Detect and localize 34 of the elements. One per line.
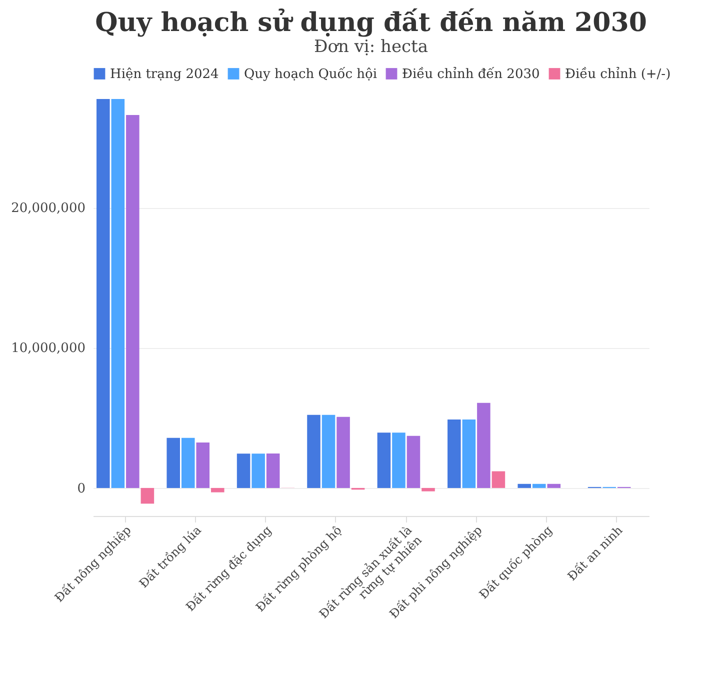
bar: [377, 432, 391, 488]
y-tick-label: 20,000,000: [11, 201, 86, 216]
bar: [266, 453, 280, 488]
bar: [336, 416, 350, 488]
legend-label: Điều chỉnh (+/-): [565, 66, 671, 82]
bar: [166, 438, 180, 488]
y-tick-label: 0: [77, 481, 86, 496]
bar: [406, 436, 420, 488]
chart-title: Quy hoạch sử dụng đất đến năm 2030: [95, 8, 647, 38]
bar: [422, 488, 435, 492]
bar: [322, 414, 336, 488]
bar: [532, 484, 546, 488]
legend-label: Điều chỉnh đến 2030: [402, 66, 540, 82]
bar: [252, 454, 265, 488]
bar: [448, 420, 461, 488]
bar: [126, 114, 140, 488]
bar: [236, 454, 250, 488]
legend-label: Quy hoạch Quốc hội: [244, 66, 377, 82]
bar: [462, 420, 476, 488]
legend-label: Hiện trạng 2024: [110, 66, 219, 82]
bar: [518, 484, 532, 488]
bar: [140, 488, 154, 504]
bar: [96, 99, 110, 488]
bar: [392, 432, 406, 488]
bar: [181, 438, 195, 488]
y-tick-label: 10,000,000: [11, 341, 86, 356]
bar: [307, 414, 320, 488]
bar: [492, 471, 506, 488]
bar: [210, 488, 224, 492]
chart-subtitle: Đơn vị: hecta: [314, 37, 428, 57]
bar: [477, 402, 490, 488]
bar: [111, 99, 125, 488]
bar: [547, 484, 561, 488]
bar: [196, 442, 210, 488]
